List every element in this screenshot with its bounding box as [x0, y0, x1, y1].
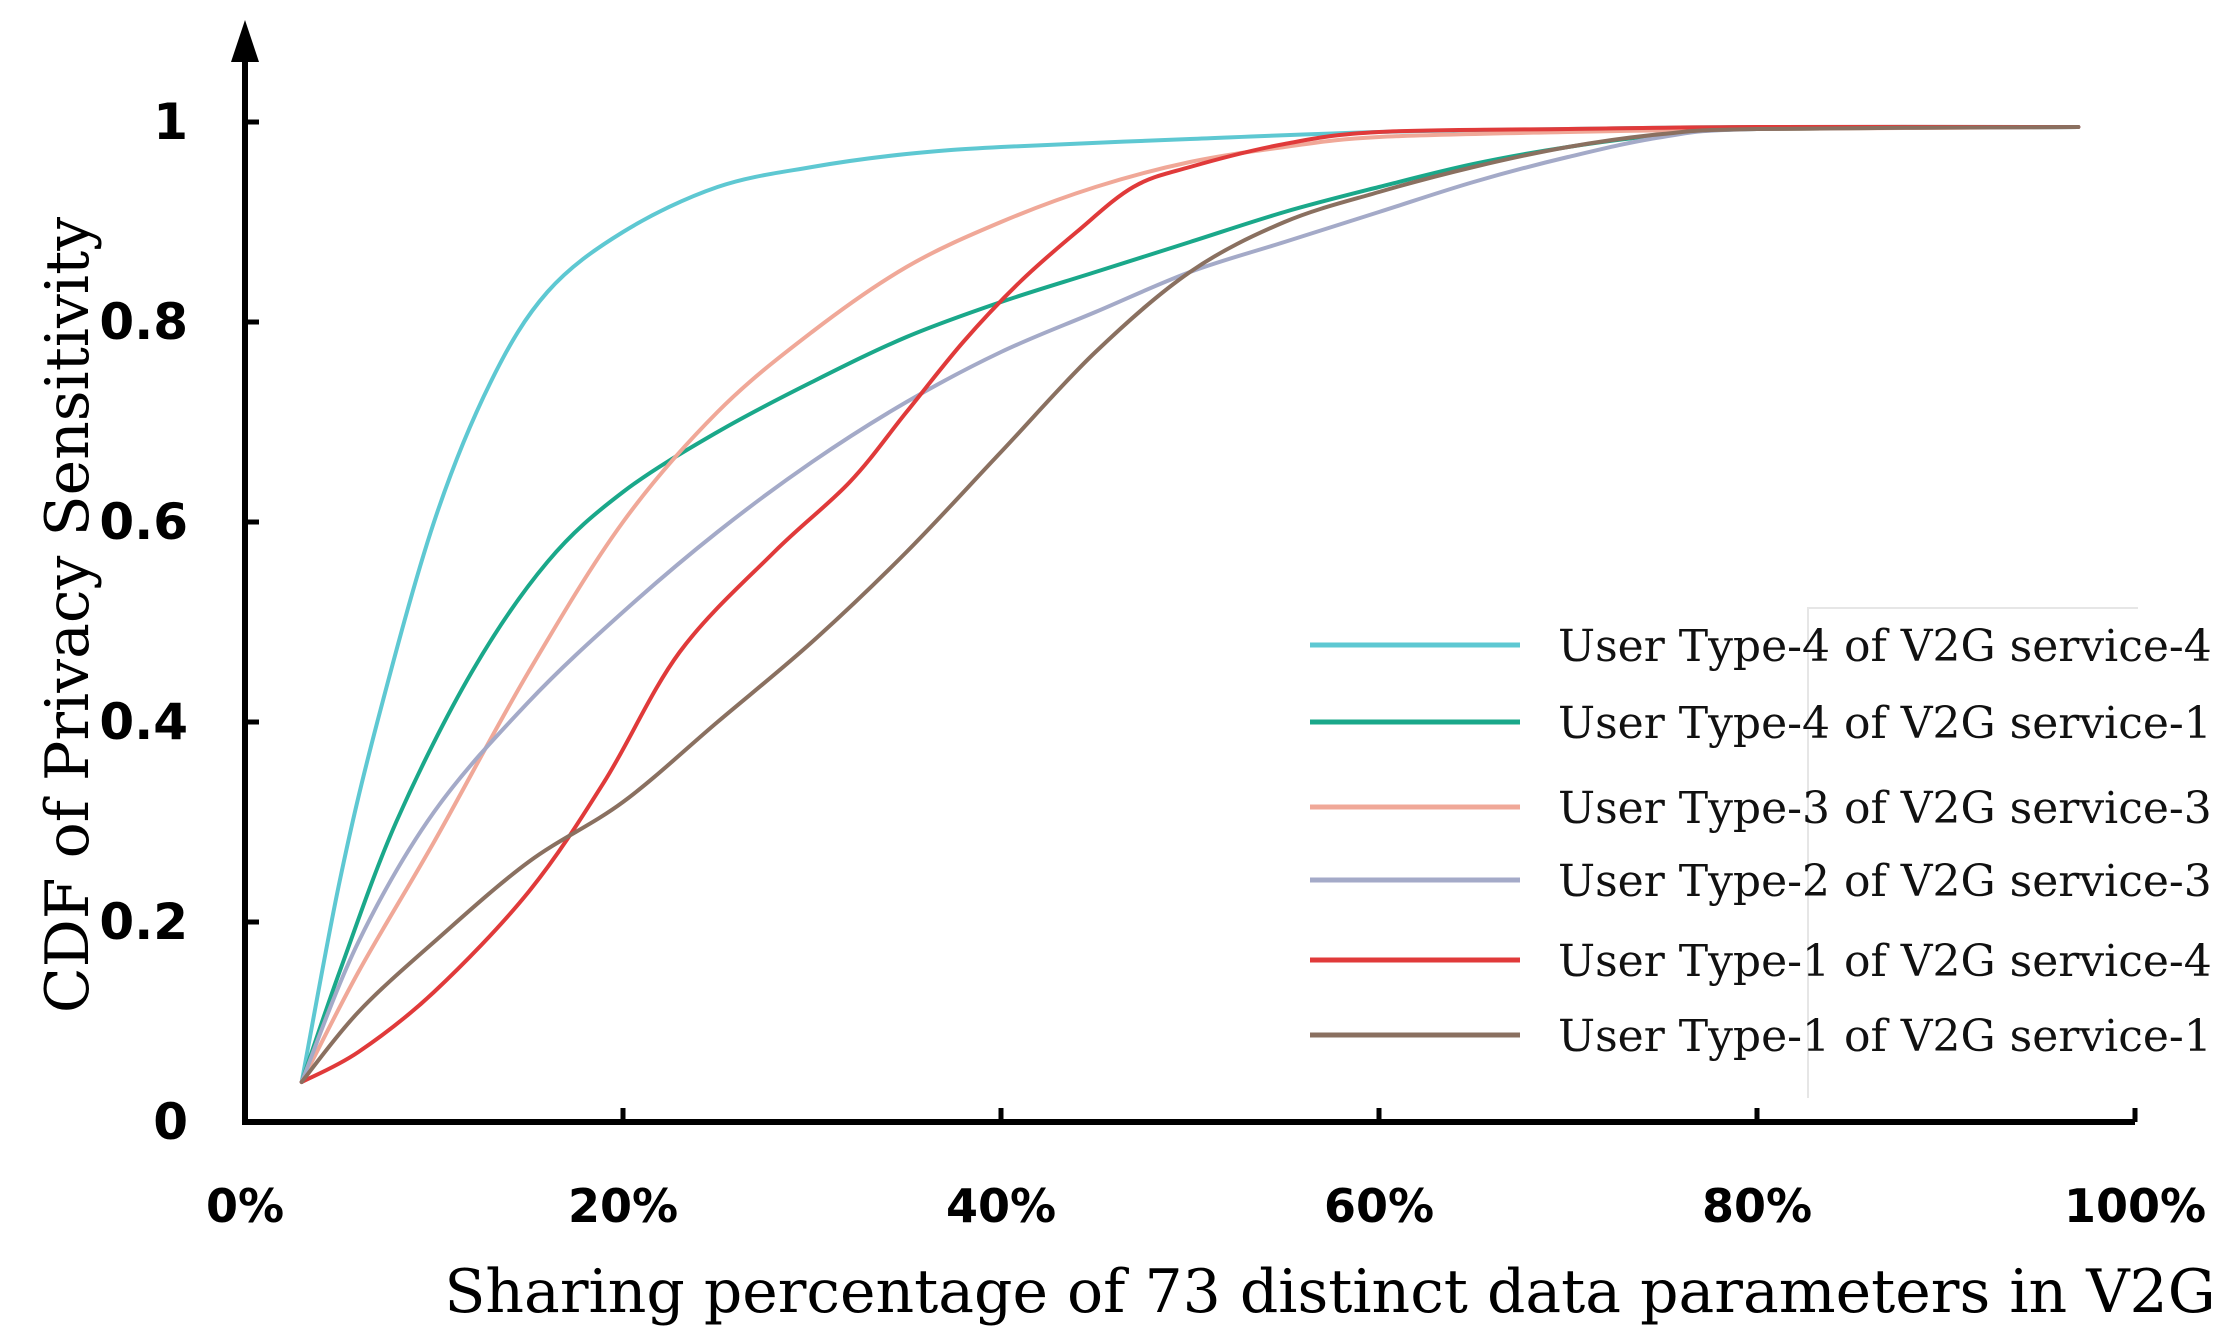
y-tick-label: 0.8: [99, 293, 188, 351]
x-tick-label: 20%: [568, 1179, 678, 1233]
legend-label: User Type-1 of V2G service-4: [1558, 936, 2212, 987]
y-tick-label: 0.6: [99, 493, 188, 551]
x-axis-label: Sharing percentage of 73 distinct data p…: [444, 1257, 2215, 1327]
legend-label: User Type-2 of V2G service-3: [1558, 856, 2212, 907]
y-tick-label: 0.2: [99, 893, 188, 951]
x-tick-label: 40%: [946, 1179, 1056, 1233]
x-tick-label: 100%: [2064, 1179, 2206, 1233]
axes: [231, 20, 2135, 1125]
legend-frame: [1807, 607, 2138, 1098]
y-tick-label: 0.4: [99, 693, 188, 751]
legend-label: User Type-4 of V2G service-4: [1558, 621, 2212, 672]
legend-label: User Type-1 of V2G service-1: [1558, 1011, 2212, 1062]
ticks: 0 0.2 0.4 0.6 0.8 1 0% 20% 40% 60% 80% 100%: [99, 93, 2206, 1233]
y-tick-label: 0: [153, 1093, 188, 1151]
series-line-6: [299, 125, 2081, 1084]
series-line-3: [299, 125, 2081, 1084]
legend-label: User Type-4 of V2G service-1: [1558, 698, 2212, 749]
legend-border: [1807, 607, 2138, 1098]
legend-label: User Type-3 of V2G service-3: [1558, 783, 2212, 834]
y-axis-arrowhead: [231, 20, 259, 62]
y-tick-label: 1: [153, 93, 188, 151]
legend: User Type-4 of V2G service-4 User Type-4 …: [1310, 621, 2212, 1062]
x-tick-label: 0%: [206, 1179, 284, 1233]
x-tick-label: 60%: [1324, 1179, 1434, 1233]
series-layer: [299, 124, 2081, 1084]
series-line-5: [299, 124, 2081, 1084]
x-tick-label: 80%: [1702, 1179, 1812, 1233]
series-line-4: [299, 125, 2081, 1084]
y-axis-label: CDF of Privacy Sensitivity: [33, 217, 103, 1013]
